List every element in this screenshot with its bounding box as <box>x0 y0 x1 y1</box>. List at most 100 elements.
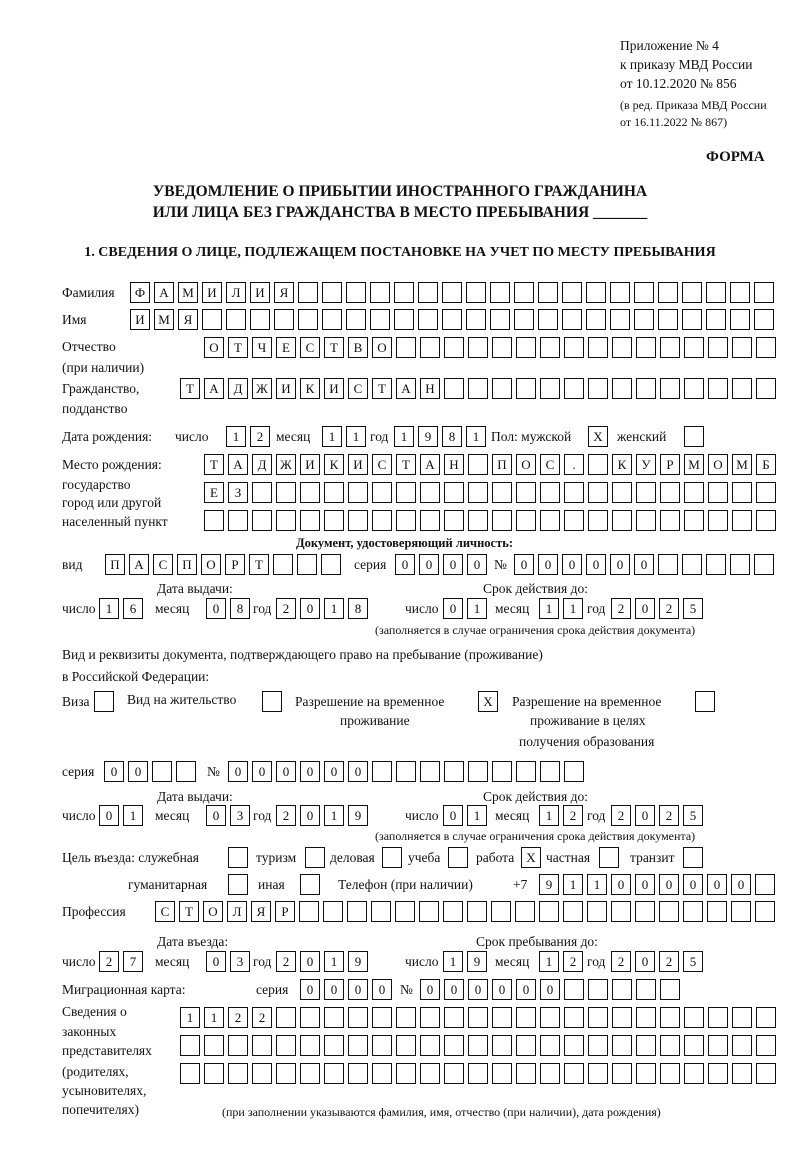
char-box[interactable] <box>250 309 270 330</box>
char-box[interactable] <box>492 482 512 503</box>
char-box[interactable] <box>444 482 464 503</box>
char-box[interactable]: Р <box>660 454 680 475</box>
char-box[interactable] <box>684 482 704 503</box>
char-box[interactable] <box>152 761 172 782</box>
char-box[interactable]: 5 <box>683 598 703 619</box>
char-box[interactable]: 9 <box>348 805 368 826</box>
char-box[interactable] <box>660 1007 680 1028</box>
char-box[interactable]: 1 <box>324 951 344 972</box>
char-box[interactable]: 2 <box>563 951 583 972</box>
char-box[interactable]: 0 <box>731 874 751 895</box>
char-box[interactable] <box>516 482 536 503</box>
char-box[interactable]: Т <box>228 337 248 358</box>
char-box[interactable] <box>324 510 344 531</box>
char-box[interactable]: П <box>492 454 512 475</box>
char-box[interactable] <box>756 1007 776 1028</box>
char-box[interactable]: А <box>420 454 440 475</box>
char-box[interactable] <box>346 282 366 303</box>
char-box[interactable]: 2 <box>250 426 270 447</box>
char-box[interactable] <box>516 510 536 531</box>
char-box[interactable] <box>684 378 704 399</box>
char-box[interactable] <box>228 847 248 868</box>
char-box[interactable] <box>564 979 584 1000</box>
char-box[interactable] <box>180 1063 200 1084</box>
char-box[interactable]: 5 <box>683 805 703 826</box>
char-box[interactable]: 2 <box>611 951 631 972</box>
char-box[interactable]: 1 <box>324 598 344 619</box>
char-box[interactable] <box>276 482 296 503</box>
char-box[interactable] <box>322 282 342 303</box>
char-box[interactable] <box>636 1007 656 1028</box>
char-box[interactable] <box>586 282 606 303</box>
purpose-private-checkbox[interactable] <box>599 847 623 869</box>
char-box[interactable] <box>274 309 294 330</box>
char-box[interactable]: В <box>348 337 368 358</box>
char-box[interactable] <box>588 378 608 399</box>
char-box[interactable] <box>324 482 344 503</box>
char-box[interactable] <box>706 309 726 330</box>
purpose-tourism-checkbox[interactable] <box>305 847 329 869</box>
char-box[interactable] <box>636 979 656 1000</box>
char-box[interactable] <box>420 482 440 503</box>
char-box[interactable] <box>730 309 750 330</box>
char-box[interactable]: 8 <box>442 426 462 447</box>
char-box[interactable] <box>273 554 293 575</box>
char-box[interactable]: 0 <box>252 761 272 782</box>
char-box[interactable] <box>636 378 656 399</box>
char-box[interactable] <box>298 309 318 330</box>
char-box[interactable]: 2 <box>252 1007 272 1028</box>
char-box[interactable]: Ж <box>276 454 296 475</box>
char-box[interactable] <box>396 761 416 782</box>
char-box[interactable] <box>562 282 582 303</box>
char-box[interactable]: С <box>300 337 320 358</box>
char-box[interactable]: 0 <box>468 979 488 1000</box>
char-box[interactable] <box>492 1063 512 1084</box>
char-box[interactable]: Ч <box>252 337 272 358</box>
char-box[interactable]: 0 <box>540 979 560 1000</box>
char-box[interactable]: 0 <box>586 554 606 575</box>
char-box[interactable] <box>298 282 318 303</box>
char-box[interactable] <box>636 1035 656 1056</box>
char-box[interactable]: 6 <box>123 598 143 619</box>
char-box[interactable]: Л <box>226 282 246 303</box>
char-box[interactable]: П <box>177 554 197 575</box>
char-box[interactable]: 0 <box>443 805 463 826</box>
char-box[interactable] <box>492 337 512 358</box>
char-box[interactable] <box>420 1007 440 1028</box>
char-box[interactable] <box>660 482 680 503</box>
char-box[interactable] <box>492 1007 512 1028</box>
char-box[interactable] <box>442 309 462 330</box>
char-box[interactable] <box>610 309 630 330</box>
char-box[interactable]: 0 <box>516 979 536 1000</box>
char-box[interactable]: 2 <box>228 1007 248 1028</box>
visa-checkbox[interactable] <box>94 691 118 713</box>
char-box[interactable]: 2 <box>276 805 296 826</box>
char-box[interactable]: М <box>684 454 704 475</box>
char-box[interactable]: 1 <box>587 874 607 895</box>
purpose-other-checkbox[interactable] <box>300 874 324 896</box>
char-box[interactable] <box>708 1035 728 1056</box>
char-box[interactable]: 2 <box>659 598 679 619</box>
char-box[interactable]: З <box>228 482 248 503</box>
char-box[interactable]: 1 <box>99 598 119 619</box>
char-box[interactable] <box>252 1035 272 1056</box>
residence-checkbox[interactable] <box>262 691 286 713</box>
char-box[interactable] <box>516 1035 536 1056</box>
char-box[interactable] <box>660 979 680 1000</box>
char-box[interactable] <box>324 1007 344 1028</box>
char-box[interactable] <box>226 309 246 330</box>
char-box[interactable]: Д <box>228 378 248 399</box>
char-box[interactable] <box>228 510 248 531</box>
char-box[interactable] <box>444 761 464 782</box>
char-box[interactable] <box>732 1007 752 1028</box>
